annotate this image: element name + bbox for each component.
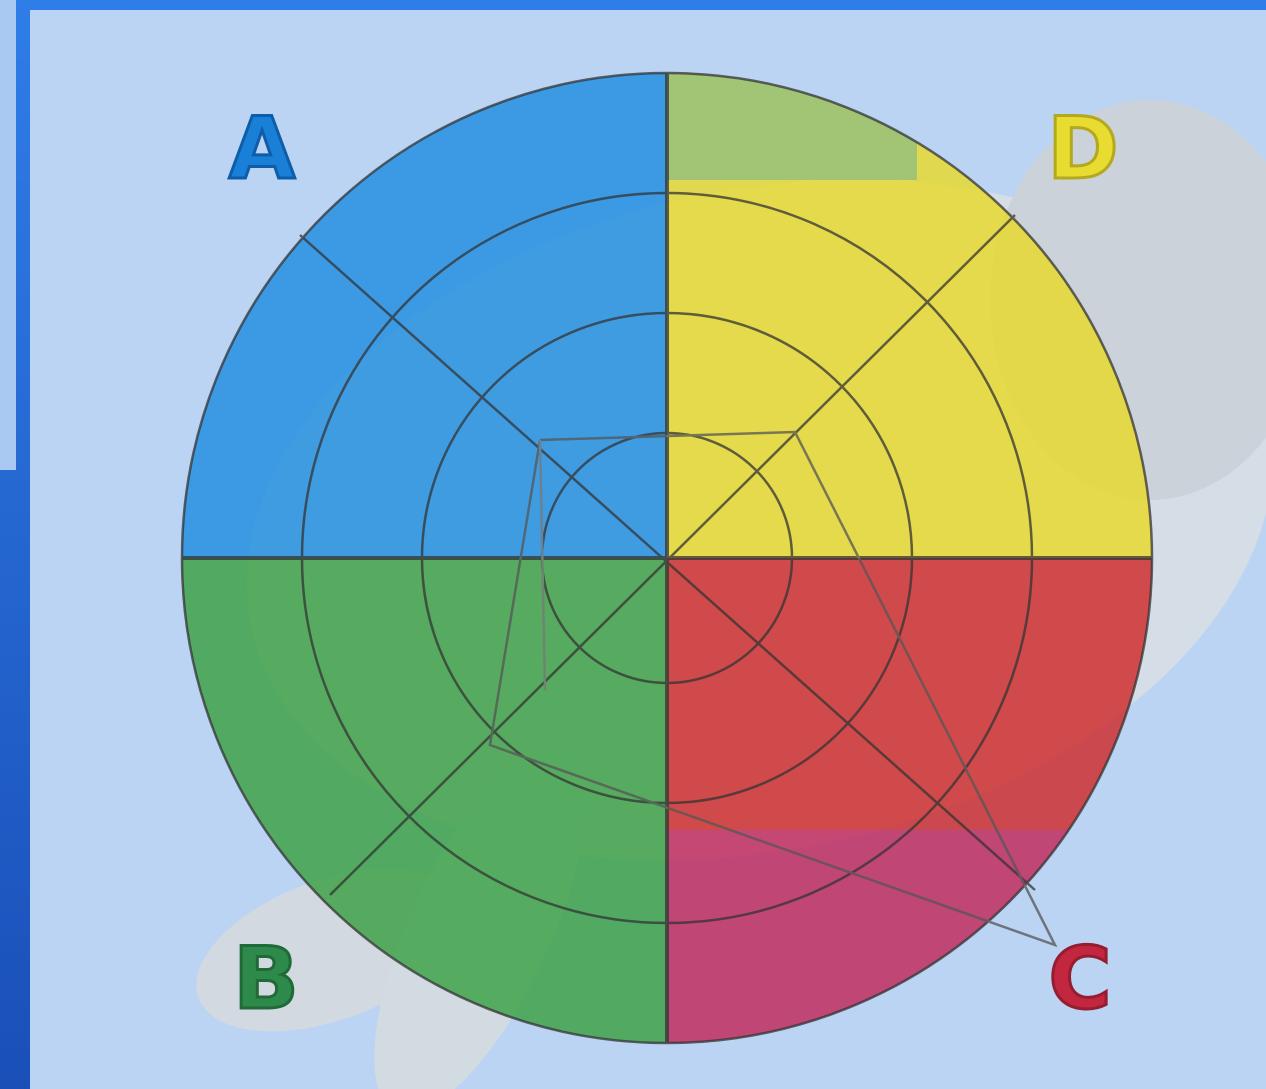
quadrant-label: A: [229, 99, 296, 199]
side-panel: [0, 0, 16, 470]
quadrant-label: C: [1048, 929, 1111, 1029]
quadrant-label: B: [233, 929, 299, 1029]
quadrant-label: D: [1047, 99, 1118, 199]
diagram-lines: [180, 71, 1154, 1045]
